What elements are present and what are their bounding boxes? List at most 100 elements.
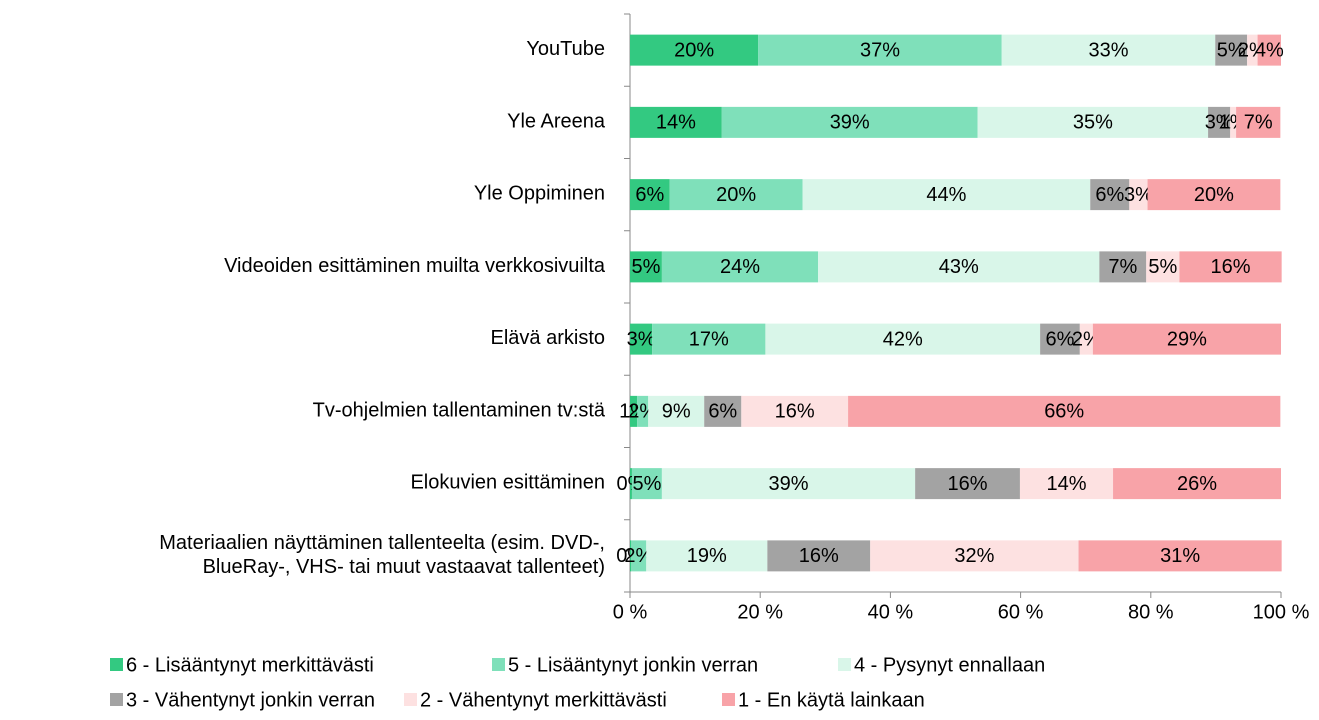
legend-swatch: [404, 693, 417, 706]
legend-label: 5 - Lisääntynyt jonkin verran: [508, 654, 758, 676]
legend-label: 4 - Pysynyt ennallaan: [854, 654, 1045, 676]
bar-segment: [870, 540, 1079, 572]
bar-segment: [631, 540, 647, 572]
data-label: 5%: [632, 473, 661, 495]
data-label: 20%: [716, 184, 756, 206]
bar-segment: [741, 395, 849, 427]
category-label: Elävä arkisto: [491, 327, 606, 349]
data-label: 4%: [1255, 39, 1284, 61]
x-tick-label: 100 %: [1253, 601, 1310, 623]
legend-label: 6 - Lisääntynyt merkittävästi: [126, 654, 374, 676]
bar-segment: [1257, 34, 1281, 66]
data-label: 3%: [1124, 184, 1153, 206]
bar-segment: [1099, 251, 1147, 283]
x-tick-label: 20 %: [737, 601, 783, 623]
bar-segment: [630, 106, 722, 138]
bar-segment: [630, 179, 670, 211]
data-label: 44%: [926, 184, 966, 206]
category-label: YouTube: [526, 38, 605, 60]
data-label: 31%: [1160, 545, 1200, 567]
bar-segment: [652, 323, 766, 355]
bar-segment: [1236, 106, 1281, 138]
category-label: Yle Areena: [507, 111, 606, 133]
bar-segment: [630, 468, 632, 500]
category-label: Materiaalien näyttäminen tallenteelta (e…: [159, 532, 605, 578]
bar-segment: [630, 540, 632, 572]
bar-segment: [1146, 251, 1180, 283]
data-label: 26%: [1177, 473, 1217, 495]
bar-segment: [1208, 106, 1231, 138]
bar-segment: [802, 179, 1091, 211]
data-label: 19%: [687, 545, 727, 567]
bar-segment: [915, 468, 1020, 500]
data-label: 20%: [1194, 184, 1234, 206]
data-label: 17%: [689, 328, 729, 350]
data-label: 16%: [948, 473, 988, 495]
data-label: 20%: [674, 39, 714, 61]
bar-segment: [1179, 251, 1282, 283]
data-label: 5%: [631, 256, 660, 278]
data-label: 16%: [775, 401, 815, 423]
legend-label: 3 - Vähentynyt jonkin verran: [126, 689, 375, 711]
data-label: 16%: [1211, 256, 1251, 278]
data-label: 3%: [627, 328, 656, 350]
data-label: 16%: [799, 545, 839, 567]
bar-segment: [1215, 34, 1248, 66]
x-tick-label: 0 %: [613, 601, 648, 623]
bar-segment: [630, 251, 662, 283]
bar-segment: [1079, 323, 1093, 355]
legend-label: 1 - En käytä lainkaan: [738, 689, 925, 711]
bar-segment: [758, 34, 1002, 66]
bar-segment: [1129, 179, 1148, 211]
legend-swatch: [492, 658, 505, 671]
bar-segment: [646, 540, 768, 572]
data-label: 39%: [830, 112, 870, 134]
data-label: 2%: [624, 545, 653, 567]
bar-segment: [1247, 34, 1258, 66]
data-label: 43%: [939, 256, 979, 278]
bar-segment: [767, 540, 871, 572]
x-tick-label: 40 %: [868, 601, 914, 623]
legend-label: 2 - Vähentynyt merkittävästi: [420, 689, 667, 711]
category-label: Videoiden esittäminen muilta verkkosivui…: [224, 255, 606, 277]
bar-segment: [1090, 179, 1130, 211]
bar-segment: [637, 395, 649, 427]
bar-segment: [848, 395, 1281, 427]
bar-segment: [661, 251, 819, 283]
legend-swatch: [110, 658, 123, 671]
data-label: 7%: [1108, 256, 1137, 278]
data-label: 5%: [1217, 39, 1246, 61]
data-label: 6%: [708, 401, 737, 423]
data-label: 29%: [1167, 328, 1207, 350]
data-label: 24%: [720, 256, 760, 278]
data-label: 9%: [662, 401, 691, 423]
data-label: 33%: [1088, 39, 1128, 61]
data-label: 66%: [1044, 401, 1084, 423]
bar-segment: [631, 468, 662, 500]
data-label: 35%: [1073, 112, 1113, 134]
x-tick-label: 80 %: [1128, 601, 1174, 623]
data-label: 32%: [954, 545, 994, 567]
data-label: 14%: [1046, 473, 1086, 495]
legend-swatch: [838, 658, 851, 671]
bar-segment: [669, 179, 803, 211]
data-label: 6%: [1095, 184, 1124, 206]
data-label: 39%: [769, 473, 809, 495]
bar-segment: [977, 106, 1209, 138]
bar-segment: [630, 34, 759, 66]
category-label: Elokuvien esittäminen: [410, 472, 605, 494]
bar-segment: [1092, 323, 1281, 355]
bar-segment: [1040, 323, 1080, 355]
bar-segment: [630, 395, 638, 427]
data-label: 6%: [1046, 328, 1075, 350]
data-label: 3%: [1205, 112, 1234, 134]
bar-segment: [1078, 540, 1282, 572]
bar-segment: [648, 395, 705, 427]
x-tick-label: 60 %: [998, 601, 1044, 623]
data-label: 5%: [1148, 256, 1177, 278]
bar-segment: [721, 106, 978, 138]
bar-segment: [1019, 468, 1114, 500]
category-label: Yle Oppiminen: [474, 183, 605, 205]
bar-segment: [818, 251, 1100, 283]
